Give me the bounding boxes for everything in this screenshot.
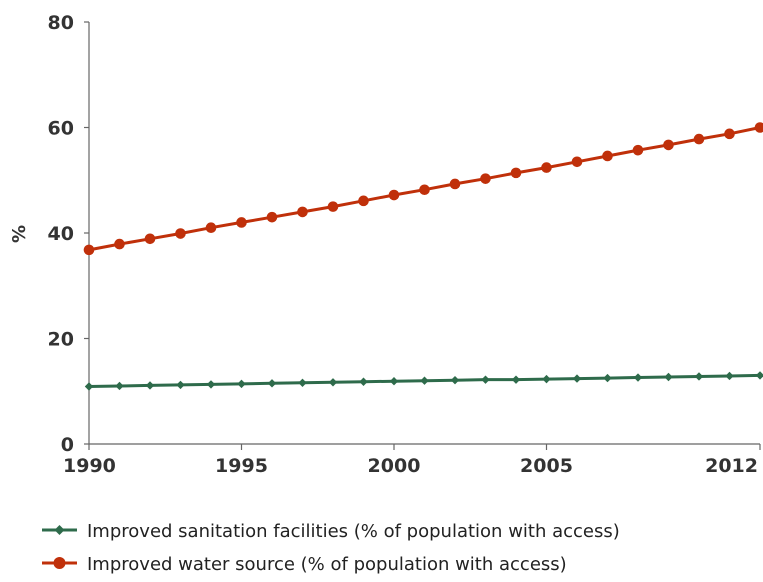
data-point-sanitation bbox=[145, 381, 155, 390]
data-point-sanitation bbox=[542, 374, 551, 384]
data-point-water bbox=[266, 211, 278, 223]
data-point-water bbox=[327, 201, 339, 212]
data-point-sanitation bbox=[603, 373, 612, 383]
legend-label-sanitation: Improved sanitation facilities (% of pop… bbox=[87, 521, 620, 542]
plot-area: 0 20 40 60 80 1990 1995 2000 2005 2012 bbox=[48, 12, 763, 477]
x-tick-label: 2000 bbox=[368, 455, 421, 477]
y-tick-label: 60 bbox=[48, 118, 74, 140]
legend-marker-sanitation bbox=[54, 525, 65, 535]
data-point-water bbox=[480, 173, 491, 184]
x-tick-label: 1995 bbox=[215, 455, 268, 477]
legend-marker-water bbox=[53, 557, 66, 569]
data-point-sanitation bbox=[481, 375, 490, 384]
data-point-water bbox=[724, 128, 735, 140]
y-tick-label: 0 bbox=[61, 434, 74, 456]
legend-label-water: Improved water source (% of population w… bbox=[87, 554, 567, 575]
data-point-water bbox=[144, 233, 156, 245]
data-point-water bbox=[602, 150, 613, 162]
data-point-water bbox=[388, 189, 400, 201]
data-point-sanitation bbox=[359, 377, 368, 386]
data-point-water bbox=[297, 206, 308, 218]
data-point-sanitation bbox=[267, 379, 277, 388]
data-point-water bbox=[83, 244, 95, 256]
data-point-water bbox=[175, 228, 186, 239]
y-tick-label: 20 bbox=[48, 329, 74, 351]
data-point-water bbox=[632, 144, 644, 156]
x-tick-label: 2005 bbox=[520, 455, 573, 477]
y-tick-label: 40 bbox=[48, 223, 74, 245]
data-point-water bbox=[693, 133, 705, 145]
data-point-sanitation bbox=[84, 382, 94, 391]
data-point-sanitation bbox=[176, 380, 185, 390]
data-point-sanitation bbox=[206, 380, 216, 389]
data-point-sanitation bbox=[298, 378, 307, 388]
y-axis-title: % bbox=[9, 225, 30, 243]
data-point-sanitation bbox=[572, 374, 582, 383]
x-tick-label: 1990 bbox=[63, 455, 116, 477]
data-point-water bbox=[510, 167, 522, 179]
data-point-sanitation bbox=[237, 379, 246, 389]
data-point-water bbox=[358, 195, 369, 207]
data-point-sanitation bbox=[633, 373, 643, 382]
data-point-sanitation bbox=[511, 375, 521, 384]
data-point-sanitation bbox=[420, 376, 429, 385]
data-point-sanitation bbox=[694, 372, 704, 381]
data-point-sanitation bbox=[725, 371, 734, 381]
data-point-water bbox=[114, 238, 125, 250]
legend: Improved sanitation facilities (% of pop… bbox=[42, 521, 620, 575]
data-point-water bbox=[754, 122, 763, 133]
data-point-sanitation bbox=[115, 381, 124, 391]
data-point-sanitation bbox=[450, 375, 460, 385]
data-point-water bbox=[541, 162, 552, 173]
data-point-water bbox=[419, 184, 430, 196]
data-point-water bbox=[236, 217, 247, 228]
data-point-sanitation bbox=[755, 371, 763, 380]
data-point-sanitation bbox=[328, 378, 338, 387]
data-point-water bbox=[663, 139, 674, 151]
data-point-sanitation bbox=[389, 377, 399, 386]
data-point-water bbox=[449, 178, 461, 190]
data-point-water bbox=[571, 156, 583, 168]
data-point-water bbox=[205, 222, 217, 234]
y-tick-label: 80 bbox=[48, 12, 74, 34]
x-tick-label: 2012 bbox=[705, 455, 758, 477]
data-point-sanitation bbox=[664, 372, 673, 382]
